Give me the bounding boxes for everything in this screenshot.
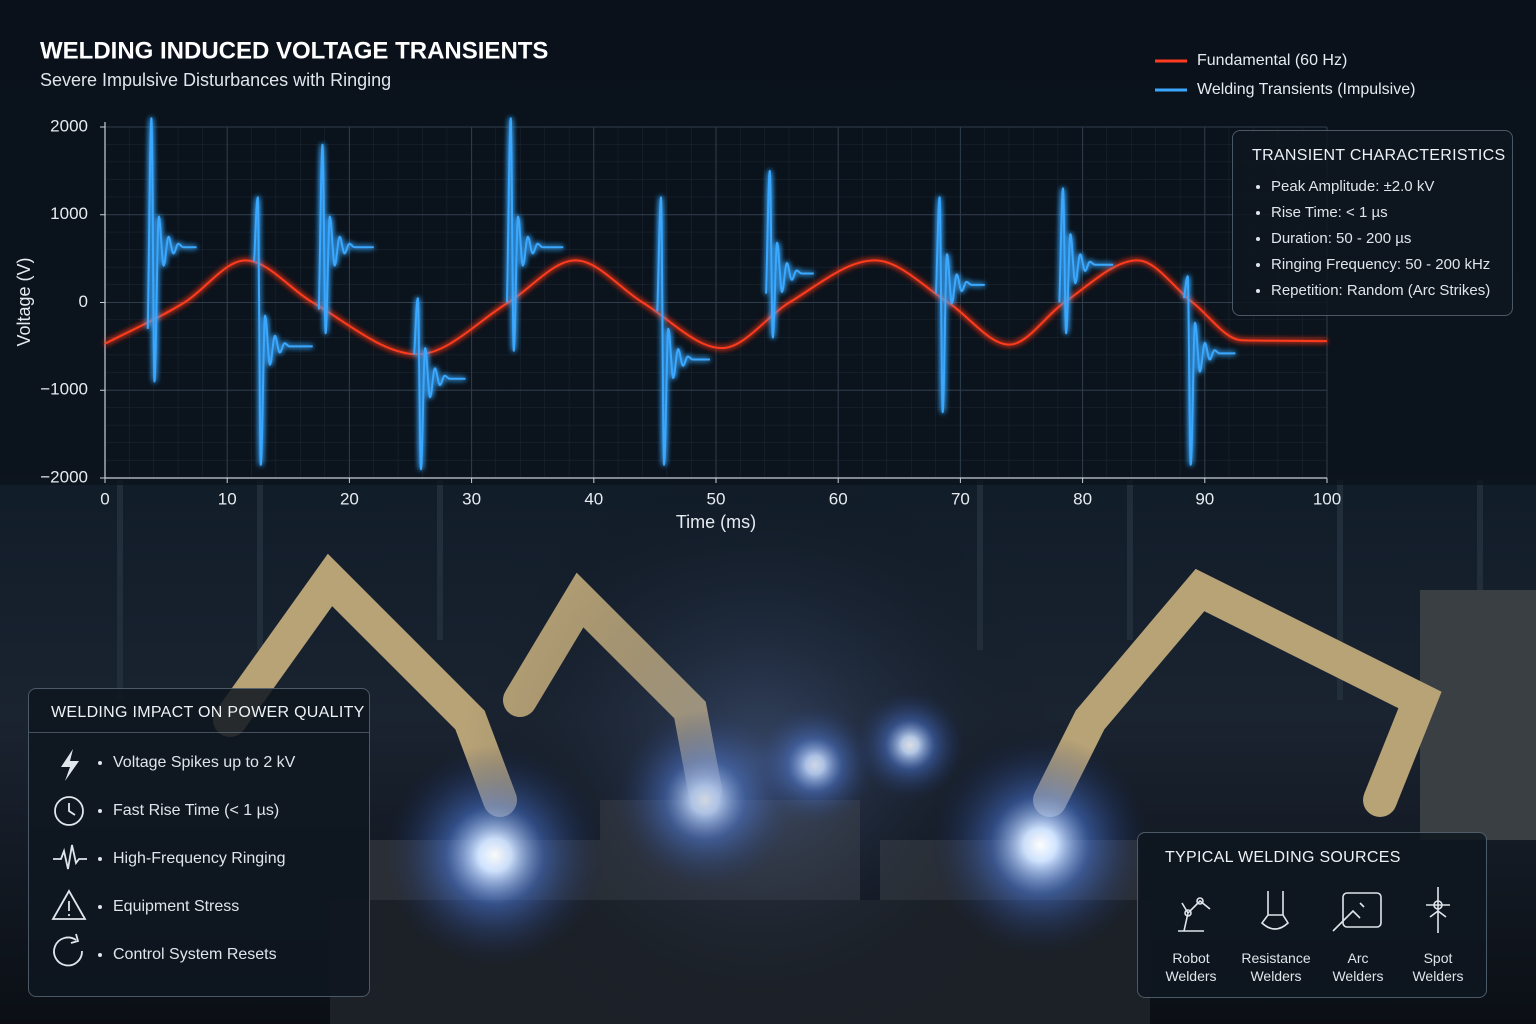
x-tick-label: 30: [462, 489, 481, 508]
y-tick-label: −2000: [40, 467, 88, 486]
y-tick-label: −1000: [40, 380, 88, 399]
x-tick-label: 80: [1073, 489, 1092, 508]
chart-title: WELDING INDUCED VOLTAGE TRANSIENTS: [40, 37, 548, 64]
x-tick-label: 0: [100, 489, 109, 508]
source-label: Arc Welders: [1332, 950, 1384, 984]
characteristic-item: Ringing Frequency: 50 - 200 kHz: [1253, 256, 1490, 273]
legend-label: Fundamental (60 Hz): [1197, 52, 1347, 69]
characteristic-item: Repetition: Random (Arc Strikes): [1253, 282, 1490, 299]
characteristic-item: Duration: 50 - 200 µs: [1253, 230, 1411, 247]
sources-panel: TYPICAL WELDING SOURCES Robot Welders Res…: [1137, 832, 1487, 998]
x-tick-label: 50: [707, 489, 726, 508]
source-label: Spot Welders: [1412, 950, 1464, 984]
x-tick-label: 70: [951, 489, 970, 508]
series-line: [104, 259, 1328, 356]
x-tick-label: 40: [584, 489, 603, 508]
divider: [29, 732, 369, 733]
chart-subtitle: Severe Impulsive Disturbances with Ringi…: [40, 70, 391, 90]
x-tick-label: 10: [218, 489, 237, 508]
impact-item: Control System Resets: [95, 946, 277, 964]
y-axis-label: Voltage (V): [14, 257, 34, 346]
y-tick-label: 0: [79, 292, 88, 311]
characteristics-panel: TRANSIENT CHARACTERISTICS Peak Amplitude…: [1232, 130, 1513, 316]
series-line: [146, 117, 1236, 471]
x-tick-label: 90: [1195, 489, 1214, 508]
x-tick-label: 20: [340, 489, 359, 508]
source-label: Resistance Welders: [1241, 950, 1311, 984]
plot-area: 2000 1000 0 −1000 −2000 0 10 20 30 40 50 60 70 80 90 10…: [40, 116, 1341, 508]
source-icons: [1178, 887, 1450, 933]
legend-label: Welding Transients (Impulsive): [1197, 81, 1415, 98]
impact-item: Voltage Spikes up to 2 kV: [95, 754, 295, 772]
panel-title: TYPICAL WELDING SOURCES: [1165, 849, 1401, 866]
source-label: Robot Welders: [1165, 950, 1217, 984]
sparks: [385, 460, 1150, 1024]
impact-item: High-Frequency Ringing: [95, 850, 286, 868]
panel-title: WELDING IMPACT ON POWER QUALITY: [51, 704, 365, 721]
panel-title: TRANSIENT CHARACTERISTICS: [1252, 147, 1506, 164]
impact-item: Fast Rise Time (< 1 µs): [95, 802, 279, 820]
x-tick-label: 100: [1313, 489, 1341, 508]
x-tick-label: 60: [829, 489, 848, 508]
y-tick-label: 1000: [50, 204, 88, 223]
impact-panel: WELDING IMPACT ON POWER QUALITY Voltage …: [28, 688, 370, 997]
characteristic-item: Peak Amplitude: ±2.0 kV: [1253, 178, 1434, 195]
x-axis-label: Time (ms): [676, 512, 756, 532]
characteristic-item: Rise Time: < 1 µs: [1253, 204, 1388, 221]
impact-icons: [51, 749, 87, 967]
y-tick-label: 2000: [50, 116, 88, 135]
impact-item: Equipment Stress: [95, 898, 239, 916]
